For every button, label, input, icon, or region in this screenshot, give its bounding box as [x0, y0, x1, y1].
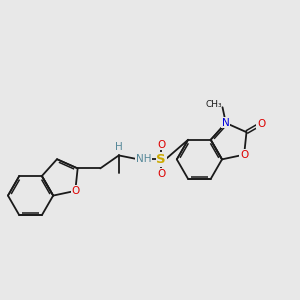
- Text: NH: NH: [136, 154, 152, 164]
- Text: O: O: [71, 186, 80, 196]
- Text: O: O: [157, 140, 165, 150]
- Text: O: O: [257, 119, 265, 129]
- Text: O: O: [240, 150, 248, 160]
- Text: N: N: [222, 118, 230, 128]
- Text: CH₃: CH₃: [205, 100, 222, 109]
- Text: S: S: [156, 153, 166, 166]
- Text: H: H: [115, 142, 123, 152]
- Text: O: O: [157, 169, 165, 179]
